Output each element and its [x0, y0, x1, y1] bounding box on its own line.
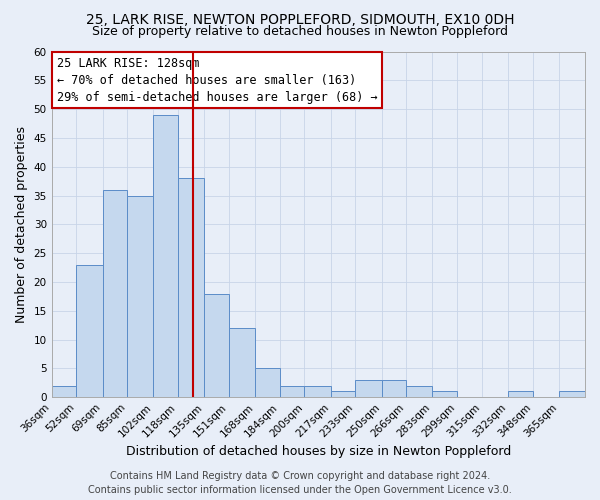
Bar: [103, 190, 127, 397]
Bar: [304, 386, 331, 397]
Bar: [76, 264, 103, 397]
Text: Contains HM Land Registry data © Crown copyright and database right 2024.
Contai: Contains HM Land Registry data © Crown c…: [88, 471, 512, 495]
Bar: [154, 115, 178, 397]
Bar: [255, 368, 280, 397]
Bar: [331, 392, 355, 397]
Bar: [355, 380, 382, 397]
Bar: [280, 386, 304, 397]
Bar: [406, 386, 433, 397]
Text: 25 LARK RISE: 128sqm
← 70% of detached houses are smaller (163)
29% of semi-deta: 25 LARK RISE: 128sqm ← 70% of detached h…: [57, 56, 377, 104]
Bar: [559, 392, 585, 397]
Y-axis label: Number of detached properties: Number of detached properties: [15, 126, 28, 323]
Text: 25, LARK RISE, NEWTON POPPLEFORD, SIDMOUTH, EX10 0DH: 25, LARK RISE, NEWTON POPPLEFORD, SIDMOU…: [86, 12, 514, 26]
Bar: [433, 392, 457, 397]
Bar: [127, 196, 154, 397]
X-axis label: Distribution of detached houses by size in Newton Poppleford: Distribution of detached houses by size …: [126, 444, 511, 458]
Bar: [229, 328, 255, 397]
Bar: [508, 392, 533, 397]
Bar: [52, 386, 76, 397]
Bar: [204, 294, 229, 397]
Bar: [178, 178, 204, 397]
Text: Size of property relative to detached houses in Newton Poppleford: Size of property relative to detached ho…: [92, 25, 508, 38]
Bar: [382, 380, 406, 397]
